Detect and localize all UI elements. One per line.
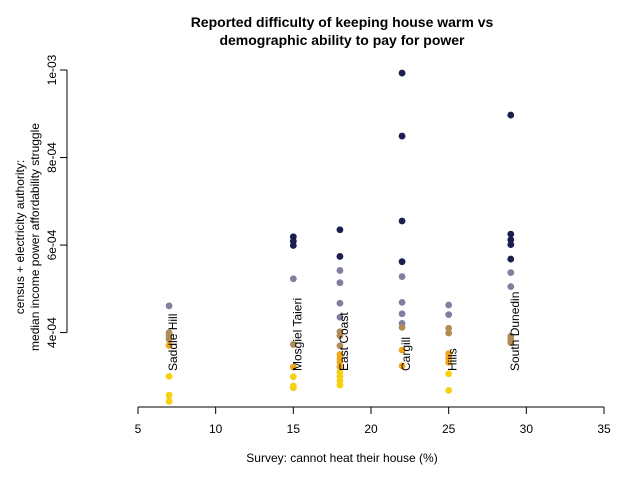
x-tick-label: 25 bbox=[442, 422, 456, 436]
data-point bbox=[507, 269, 515, 277]
x-tick-label: 35 bbox=[597, 422, 611, 436]
data-point bbox=[336, 363, 344, 371]
group-label: South Dunedin bbox=[508, 292, 522, 371]
chart-title-line-1: Reported difficulty of keeping house war… bbox=[191, 14, 494, 30]
data-point bbox=[398, 323, 406, 331]
data-point bbox=[336, 313, 344, 321]
data-point bbox=[336, 381, 344, 389]
data-point bbox=[336, 253, 344, 260]
group-label: Mosgiel Taieri bbox=[290, 298, 304, 371]
x-tick-label: 30 bbox=[520, 422, 534, 436]
y-tick-label: 1e-03 bbox=[45, 54, 59, 85]
data-point bbox=[445, 311, 453, 319]
x-tick-label: 15 bbox=[287, 422, 301, 436]
data-point bbox=[336, 226, 344, 234]
data-point bbox=[289, 341, 297, 348]
data-point bbox=[289, 363, 297, 371]
x-axis: 5 10 15 20 25 30 35 bbox=[135, 406, 611, 436]
data-point bbox=[507, 111, 515, 119]
data-point bbox=[165, 341, 173, 349]
data-point bbox=[507, 255, 515, 263]
x-tick-label: 5 bbox=[135, 422, 142, 436]
data-point bbox=[445, 386, 453, 394]
data-point bbox=[165, 302, 173, 310]
data-point bbox=[165, 335, 173, 343]
data-point bbox=[398, 69, 406, 77]
data-point bbox=[336, 279, 344, 287]
data-point bbox=[336, 358, 344, 366]
chart-title-line-2: demographic ability to pay for power bbox=[219, 32, 465, 48]
data-point bbox=[165, 397, 173, 405]
data-point bbox=[445, 301, 453, 309]
group-label: East Coast bbox=[337, 312, 351, 371]
data-point bbox=[398, 346, 406, 354]
data-point bbox=[336, 332, 344, 340]
data-point bbox=[336, 299, 344, 307]
data-point bbox=[398, 310, 406, 318]
data-point bbox=[289, 242, 297, 249]
data-point bbox=[398, 132, 406, 140]
data-point bbox=[507, 283, 515, 291]
group-label: Cargill bbox=[399, 337, 413, 371]
y-tick-label: 8e-04 bbox=[45, 142, 59, 173]
data-point bbox=[398, 298, 406, 306]
data-point bbox=[445, 370, 453, 378]
data-point bbox=[336, 342, 344, 350]
data-point bbox=[398, 362, 406, 370]
group-label: Hills bbox=[446, 348, 460, 371]
y-tick-label: 4e-04 bbox=[45, 317, 59, 348]
data-point bbox=[507, 339, 515, 347]
x-tick-label: 20 bbox=[364, 422, 378, 436]
data-point bbox=[289, 384, 297, 392]
data-point bbox=[289, 275, 297, 283]
data-point bbox=[336, 267, 344, 274]
x-axis-label: Survey: cannot heat their house (%) bbox=[246, 451, 437, 465]
data-point bbox=[398, 217, 406, 225]
group-labels: Saddle Hill Mosgiel Taieri East Coast Cargi… bbox=[166, 292, 522, 371]
data-point bbox=[507, 236, 515, 244]
data-point bbox=[445, 329, 453, 337]
data-point bbox=[398, 273, 406, 280]
data-point bbox=[445, 324, 453, 332]
data-point bbox=[507, 230, 515, 238]
y-tick-label: 6e-04 bbox=[45, 229, 59, 260]
data-point bbox=[165, 391, 173, 399]
y-axis-label-line-1: census + electricity authority: bbox=[13, 160, 27, 314]
data-point bbox=[398, 258, 406, 266]
x-tick-label: 10 bbox=[209, 422, 223, 436]
data-point bbox=[165, 372, 173, 380]
data-point bbox=[507, 241, 515, 249]
y-axis-label-line-2: median income power affordability strugg… bbox=[28, 123, 42, 351]
group-label: Saddle Hill bbox=[166, 314, 180, 371]
data-point bbox=[445, 358, 453, 366]
data-points bbox=[165, 69, 515, 405]
data-point bbox=[289, 373, 297, 381]
y-axis: 4e-04 6e-04 8e-04 1e-03 bbox=[45, 54, 68, 348]
